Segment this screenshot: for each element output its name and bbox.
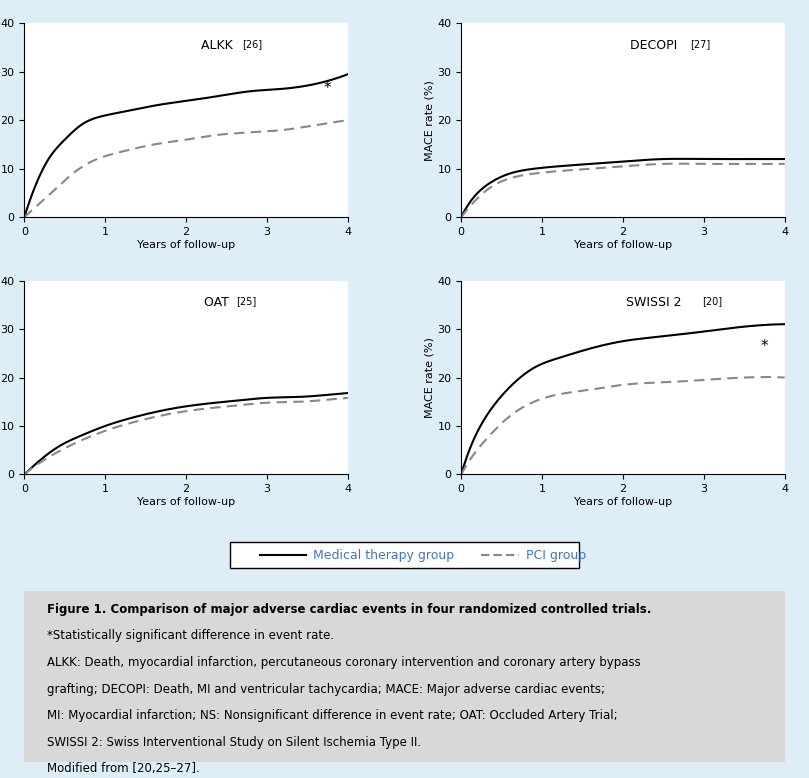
Text: Figure 1. Comparison of major adverse cardiac events in four randomized controll: Figure 1. Comparison of major adverse ca… <box>47 603 651 615</box>
Text: Medical therapy group: Medical therapy group <box>313 548 455 562</box>
X-axis label: Years of follow-up: Years of follow-up <box>137 497 235 507</box>
X-axis label: Years of follow-up: Years of follow-up <box>137 240 235 250</box>
FancyBboxPatch shape <box>230 542 579 568</box>
Text: [20]: [20] <box>702 296 722 306</box>
Text: DECOPI: DECOPI <box>629 39 681 52</box>
Text: Modified from [20,25–27].: Modified from [20,25–27]. <box>47 762 200 776</box>
Text: grafting; DECOPI: Death, MI and ventricular tachycardia; MACE: Major adverse car: grafting; DECOPI: Death, MI and ventricu… <box>47 682 605 696</box>
Text: ALKK: ALKK <box>201 39 236 52</box>
Y-axis label: MACE rate (%): MACE rate (%) <box>425 80 434 161</box>
Text: *: * <box>760 338 769 353</box>
Text: MI: Myocardial infarction; NS: Nonsignificant difference in event rate; OAT: Occ: MI: Myocardial infarction; NS: Nonsignif… <box>47 710 618 722</box>
Text: *: * <box>324 81 332 96</box>
Text: SWISSI 2: Swiss Interventional Study on Silent Ischemia Type II.: SWISSI 2: Swiss Interventional Study on … <box>47 736 421 749</box>
Text: PCI group: PCI group <box>526 548 587 562</box>
Text: OAT: OAT <box>204 296 233 309</box>
Text: SWISSI 2: SWISSI 2 <box>625 296 685 309</box>
Text: [27]: [27] <box>690 39 710 49</box>
Text: [26]: [26] <box>242 39 262 49</box>
Text: [25]: [25] <box>236 296 256 306</box>
X-axis label: Years of follow-up: Years of follow-up <box>574 240 672 250</box>
Text: *Statistically significant difference in event rate.: *Statistically significant difference in… <box>47 629 334 643</box>
Text: ALKK: Death, myocardial infarction, percutaneous coronary intervention and coron: ALKK: Death, myocardial infarction, perc… <box>47 656 641 669</box>
Y-axis label: MACE rate (%): MACE rate (%) <box>425 337 434 418</box>
X-axis label: Years of follow-up: Years of follow-up <box>574 497 672 507</box>
